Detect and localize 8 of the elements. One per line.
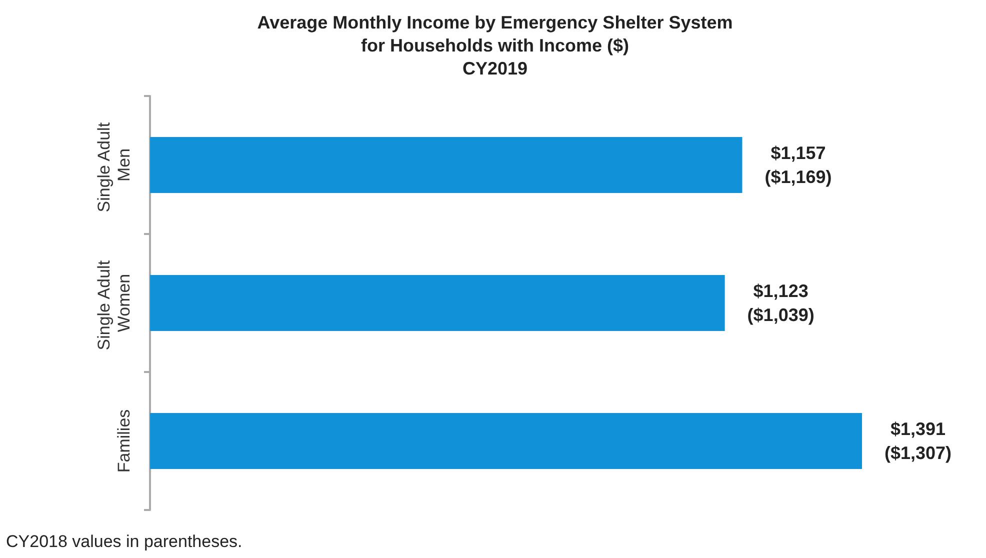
- y-tick-label: Single Adult Women: [94, 256, 134, 350]
- y-tick-label: Families: [114, 409, 134, 473]
- data-label: $1,123 ($1,039): [747, 281, 814, 325]
- data-label: $1,391 ($1,307): [884, 419, 952, 463]
- chart-title: Average Monthly Income by Emergency Shelter System for Households with Income ($) CY2019: [257, 12, 733, 78]
- text: CY2018 values in parentheses.: [6, 532, 242, 551]
- y-tick-label: Single Adult Men: [94, 118, 134, 212]
- data-label: $1,157 ($1,169): [764, 143, 832, 187]
